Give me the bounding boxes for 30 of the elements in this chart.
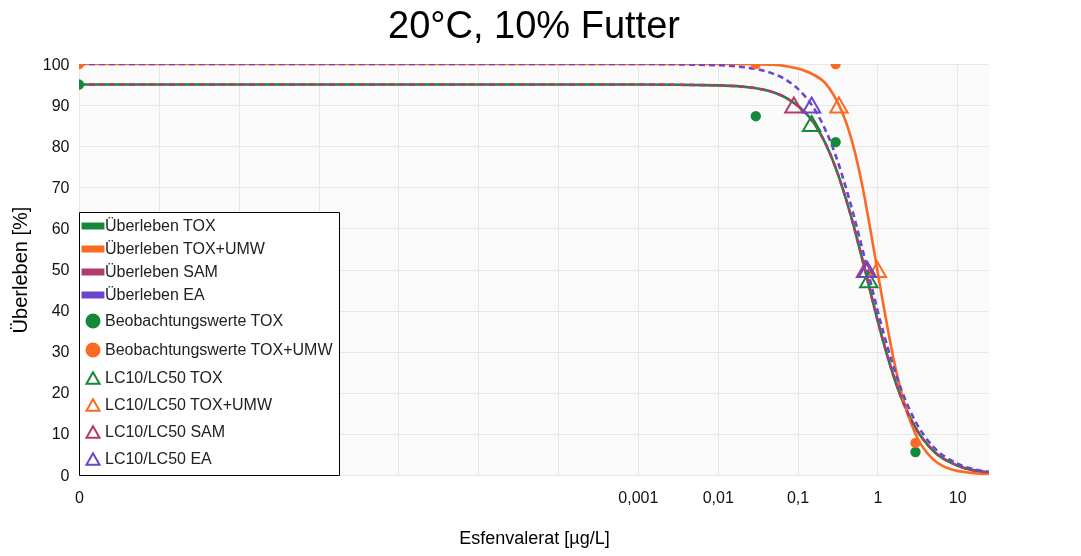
- y-tick-label: 0: [60, 466, 70, 484]
- y-tick-label: 70: [51, 178, 70, 196]
- legend-label: Überleben EA: [105, 286, 205, 303]
- x-tick-label: 1: [873, 488, 883, 506]
- x-tick-label: 0,01: [702, 488, 734, 506]
- y-tick-label: 40: [51, 302, 70, 320]
- y-tick-label: 30: [51, 343, 70, 361]
- legend-label: LC10/LC50 TOX+UMW: [105, 396, 273, 413]
- y-tick-label: 60: [51, 219, 70, 237]
- x-tick-label: 10: [948, 488, 967, 506]
- x-tick-label: 0,001: [618, 488, 659, 506]
- legend-label: LC10/LC50 TOX: [105, 369, 224, 386]
- x-tick-label: 0,1: [786, 488, 810, 506]
- legend-label: Überleben TOX: [105, 217, 216, 234]
- legend-label: LC10/LC50 EA: [105, 450, 213, 467]
- y-tick-label: 10: [51, 425, 70, 443]
- y-tick-label: 50: [51, 261, 70, 278]
- x-tick-label: 0: [75, 488, 85, 506]
- legend-label: Beobachtungswerte TOX+UMW: [105, 341, 334, 358]
- y-tick-label: 100: [42, 55, 70, 73]
- legend-label: Überleben SAM: [105, 263, 218, 280]
- y-tick-label: 20: [51, 384, 70, 402]
- chart-title: 20°C, 10% Futter: [388, 4, 681, 46]
- legend-label: LC10/LC50 SAM: [105, 423, 226, 440]
- legend-label: Überleben TOX+UMW: [105, 240, 266, 257]
- x-axis-title: Esfenvalerat [µg/L]: [459, 527, 610, 548]
- y-tick-label: 90: [51, 96, 70, 114]
- y-tick-label: 80: [51, 137, 70, 155]
- y-axis-title: Überleben [%]: [8, 206, 31, 334]
- legend-label: Beobachtungswerte TOX: [105, 312, 284, 329]
